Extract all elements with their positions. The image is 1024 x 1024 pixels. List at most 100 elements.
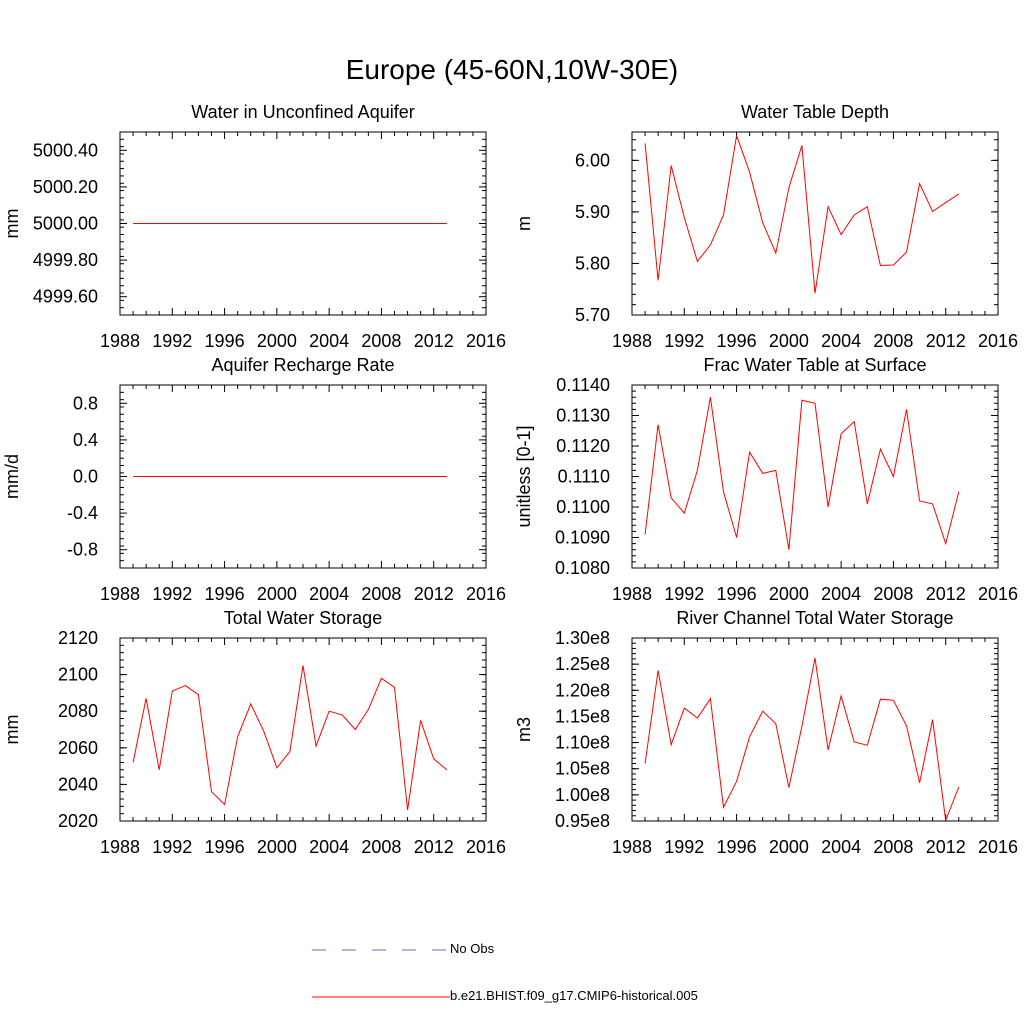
y-tick-label: 0.1100 [556, 497, 610, 517]
y-tick-label: -0.4 [67, 503, 98, 523]
chart-panel-6: River Channel Total Water Storage m3 1988 1… [514, 608, 1018, 857]
y-axis-label: m3 [514, 717, 534, 742]
x-tick-label: 2008 [873, 837, 913, 857]
y-tick-label: 5.90 [575, 202, 610, 222]
x-tick-label: 1988 [100, 584, 140, 604]
y-tick-label: 5.70 [575, 305, 610, 325]
page-title: Europe (45-60N,10W-30E) [345, 54, 679, 85]
y-tick-label: 1.00e8 [555, 785, 610, 805]
chart-title: Aquifer Recharge Rate [211, 355, 394, 375]
x-tick-label: 2000 [257, 584, 297, 604]
x-tick-label: 1992 [664, 584, 704, 604]
y-tick-label: 5000.00 [33, 214, 98, 234]
x-tick-label: 2016 [978, 331, 1018, 351]
chart-panel-1: Water in Unconfined Aquifer mm 1988 1992 199… [2, 102, 506, 351]
y-tick-label: 5000.20 [33, 177, 98, 197]
y-tick-label: 2080 [58, 701, 98, 721]
chart-title: Frac Water Table at Surface [703, 355, 926, 375]
y-tick-label: 6.00 [575, 150, 610, 170]
x-tick-label: 2016 [466, 331, 506, 351]
y-tick-label: 5000.40 [33, 140, 98, 160]
y-tick-label: 1.05e8 [555, 759, 610, 779]
y-tick-label: 0.8 [73, 393, 98, 413]
y-axis-label: mm/d [2, 454, 22, 499]
chart-panel-5: Total Water Storage mm 1988 1992 1996 2000 200… [2, 608, 506, 857]
chart-title: River Channel Total Water Storage [676, 608, 953, 628]
y-tick-label: 4999.60 [33, 287, 98, 307]
x-tick-label: 2000 [257, 331, 297, 351]
x-tick-label: 2016 [466, 584, 506, 604]
plot-frame [631, 637, 999, 822]
y-tick-label: 5.80 [575, 253, 610, 273]
x-tick-label: 1988 [100, 837, 140, 857]
x-tick-label: 2012 [414, 837, 454, 857]
y-tick-label: 2040 [58, 774, 98, 794]
x-tick-label: 2004 [309, 584, 349, 604]
x-tick-label: 2000 [257, 837, 297, 857]
chart-panel-3: Aquifer Recharge Rate mm/d 1988 1992 1996 200… [2, 355, 506, 604]
series-line [644, 135, 960, 294]
x-tick-label: 1992 [152, 331, 192, 351]
x-tick-label: 1988 [100, 331, 140, 351]
y-tick-label: 0.1120 [556, 436, 610, 456]
legend-line-model [312, 996, 450, 998]
legend-label-model: b.e21.BHIST.f09_g17.CMIP6-historical.005 [450, 988, 698, 1003]
chart-title: Water Table Depth [741, 102, 889, 122]
x-tick-label: 2012 [926, 837, 966, 857]
x-tick-label: 2004 [309, 331, 349, 351]
series-line [132, 665, 448, 811]
y-tick-label: 1.20e8 [555, 680, 610, 700]
y-tick-label: 0.4 [73, 430, 98, 450]
x-tick-label: 2004 [821, 584, 861, 604]
x-tick-label: 2012 [414, 331, 454, 351]
x-tick-label: 1996 [717, 584, 757, 604]
series-line [644, 657, 960, 821]
y-tick-label: 4999.80 [33, 250, 98, 270]
x-tick-label: 1996 [205, 584, 245, 604]
x-tick-label: 2016 [978, 837, 1018, 857]
x-tick-label: 2016 [466, 837, 506, 857]
x-tick-label: 2012 [414, 584, 454, 604]
y-axis-label: mm [2, 209, 22, 239]
plot-frame [631, 384, 999, 569]
x-tick-label: 2000 [769, 331, 809, 351]
legend-label-obs: No Obs [450, 941, 495, 956]
y-tick-label: 1.15e8 [555, 706, 610, 726]
y-tick-label: 2100 [58, 665, 98, 685]
chart-title: Total Water Storage [224, 608, 382, 628]
x-tick-label: 2008 [361, 331, 401, 351]
legend-item-obs: No Obs [312, 941, 494, 956]
x-tick-label: 2012 [926, 331, 966, 351]
x-tick-label: 2004 [309, 837, 349, 857]
x-tick-label: 2008 [361, 837, 401, 857]
legend-line-obs [312, 949, 450, 951]
x-tick-label: 2012 [926, 584, 966, 604]
chart-panel-2: Water Table Depth m 1988 1992 1996 2000 2004 20… [514, 102, 1018, 351]
x-tick-label: 2008 [873, 331, 913, 351]
x-tick-label: 1988 [612, 584, 652, 604]
y-tick-label: -0.8 [67, 540, 98, 560]
series-line [644, 397, 960, 550]
y-axis-label: unitless [0-1] [514, 425, 534, 527]
x-tick-label: 2000 [769, 584, 809, 604]
x-tick-label: 1996 [205, 837, 245, 857]
chart-title: Water in Unconfined Aquifer [191, 102, 414, 122]
y-tick-label: 0.1080 [555, 558, 610, 578]
plot-frame [631, 131, 999, 316]
x-tick-label: 1992 [152, 837, 192, 857]
y-tick-label: 0.95e8 [555, 811, 610, 831]
x-tick-label: 2008 [361, 584, 401, 604]
y-tick-label: 2060 [58, 738, 98, 758]
x-tick-label: 2000 [769, 837, 809, 857]
x-tick-label: 2008 [873, 584, 913, 604]
chart-panel-4: Frac Water Table at Surface unitless [0-1… [514, 355, 1018, 604]
y-tick-label: 2020 [58, 811, 98, 831]
x-tick-label: 2004 [821, 331, 861, 351]
y-tick-label: 0.1130 [556, 406, 610, 426]
x-tick-label: 1992 [664, 837, 704, 857]
x-tick-label: 2016 [978, 584, 1018, 604]
y-axis-label: mm [2, 715, 22, 745]
y-tick-label: 0.1090 [555, 528, 610, 548]
x-tick-label: 1992 [152, 584, 192, 604]
